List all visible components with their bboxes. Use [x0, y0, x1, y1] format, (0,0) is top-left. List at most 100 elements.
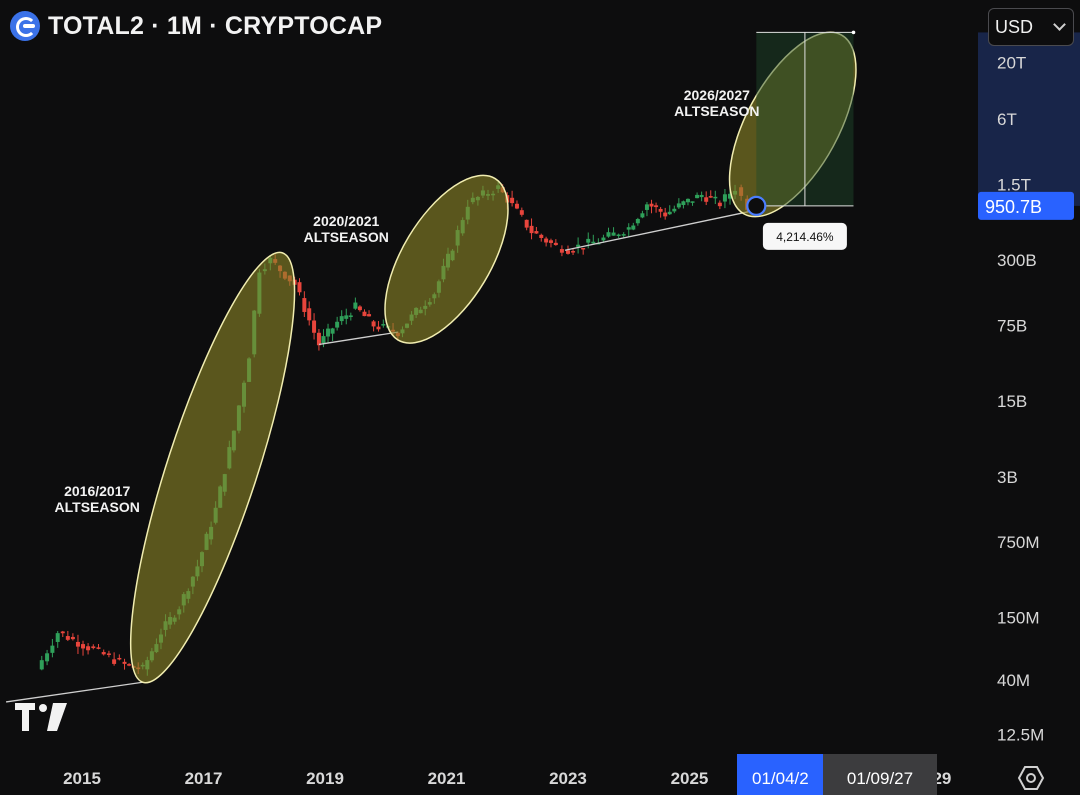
candle-body	[330, 328, 335, 334]
projection-end-date-text: 01/09/27	[847, 769, 913, 788]
percent-label-box	[762, 222, 847, 250]
candle-body	[112, 659, 117, 664]
y-tick-label: 20T	[997, 54, 1026, 73]
candle	[616, 233, 621, 239]
candle-body	[55, 633, 60, 642]
tradingview-logo-icon	[15, 703, 67, 731]
candle-body	[621, 234, 626, 236]
candle-body	[122, 661, 127, 664]
projection-start-date[interactable]: 01/04/2	[737, 754, 823, 795]
candle-body	[45, 653, 50, 662]
percent-label: 4,214.46%	[762, 222, 847, 250]
candle	[371, 319, 376, 332]
candle	[576, 237, 581, 254]
candle-body	[708, 196, 713, 198]
support-trendline	[564, 209, 757, 251]
candle-body	[65, 636, 70, 640]
candle-body	[50, 645, 55, 653]
candle	[690, 201, 695, 206]
candle	[45, 649, 50, 666]
x-axis[interactable]: 201520172019202120232025202901/04/201/09…	[63, 754, 951, 795]
x-tick-label: 2021	[428, 769, 466, 788]
candle	[635, 217, 640, 226]
candle	[640, 210, 645, 219]
candle-body	[690, 201, 695, 203]
candle-body	[70, 636, 75, 640]
candle	[631, 222, 636, 231]
candle-body	[640, 213, 645, 218]
candle-body	[722, 194, 727, 202]
candle	[644, 201, 649, 217]
x-tick-label: 2017	[185, 769, 223, 788]
candle	[704, 191, 709, 206]
cryptocap-logo-icon	[10, 11, 40, 41]
candle	[663, 207, 668, 220]
candle-body	[519, 210, 524, 215]
percent-label-text: 4,214.46%	[776, 230, 834, 244]
x-tick-label: 2023	[549, 769, 587, 788]
candle-body	[581, 247, 586, 250]
candle-body	[371, 321, 376, 327]
candle-body	[339, 316, 344, 322]
candle-body	[667, 211, 672, 215]
candle	[606, 227, 611, 238]
candle	[353, 297, 358, 310]
chevron-down-icon	[1053, 18, 1066, 31]
y-tick-label: 75B	[997, 316, 1027, 335]
candle	[708, 190, 713, 198]
y-axis[interactable]: 20T 6T 1.5T 300B 75B 15B 3B 750M 150M 40M 12.5M 950…	[978, 32, 1080, 745]
candle-body	[302, 298, 307, 312]
candle-body	[344, 315, 349, 319]
candle	[681, 200, 686, 209]
candle-body	[91, 646, 96, 649]
candle	[676, 198, 681, 209]
candle	[685, 198, 690, 206]
candle	[75, 634, 80, 654]
candle-body	[81, 644, 86, 649]
candle	[658, 207, 663, 218]
candle-body	[127, 664, 132, 666]
candle	[86, 643, 91, 655]
current-price-tag[interactable]: 950.7B	[978, 191, 1074, 220]
currency-select[interactable]: USD	[988, 8, 1074, 46]
candle	[376, 321, 381, 332]
candle-body	[86, 646, 91, 651]
candle-body	[635, 218, 640, 224]
candle	[96, 644, 101, 650]
candle	[524, 219, 529, 231]
projection-end-date[interactable]: 01/09/27	[823, 754, 937, 795]
candle-body	[316, 332, 321, 346]
candle	[335, 316, 340, 331]
altseason-label-line: ALTSEASON	[55, 499, 140, 515]
projection-end-point[interactable]	[851, 30, 856, 35]
candle-body	[117, 657, 122, 660]
y-tick-label: 150M	[997, 609, 1040, 628]
candle	[112, 652, 117, 666]
candle	[344, 308, 349, 325]
y-tick-label: 40M	[997, 671, 1030, 690]
highlights-layer	[129, 31, 857, 684]
candle	[348, 312, 353, 321]
candle	[559, 245, 564, 257]
candle	[330, 327, 335, 342]
candle	[553, 239, 558, 246]
x-tick-label: 2019	[306, 769, 344, 788]
candle	[55, 630, 60, 648]
candle	[357, 305, 362, 312]
candle-body	[658, 208, 663, 212]
altseason-highlight	[384, 174, 509, 344]
altseason-highlight	[129, 251, 296, 684]
candle	[571, 248, 576, 255]
settings-gear-icon[interactable]	[1017, 764, 1045, 792]
candle-body	[571, 251, 576, 253]
projection-anchor[interactable]	[746, 195, 767, 216]
symbol-title[interactable]: TOTAL2 · 1M · CRYPTOCAP	[48, 11, 383, 40]
altseason-label: 2020/2021 ALTSEASON	[304, 213, 389, 245]
candle	[50, 638, 55, 658]
candle	[727, 190, 732, 205]
y-tick-label: 12.5M	[997, 726, 1044, 745]
candle-body	[601, 237, 606, 241]
candle	[367, 310, 372, 317]
